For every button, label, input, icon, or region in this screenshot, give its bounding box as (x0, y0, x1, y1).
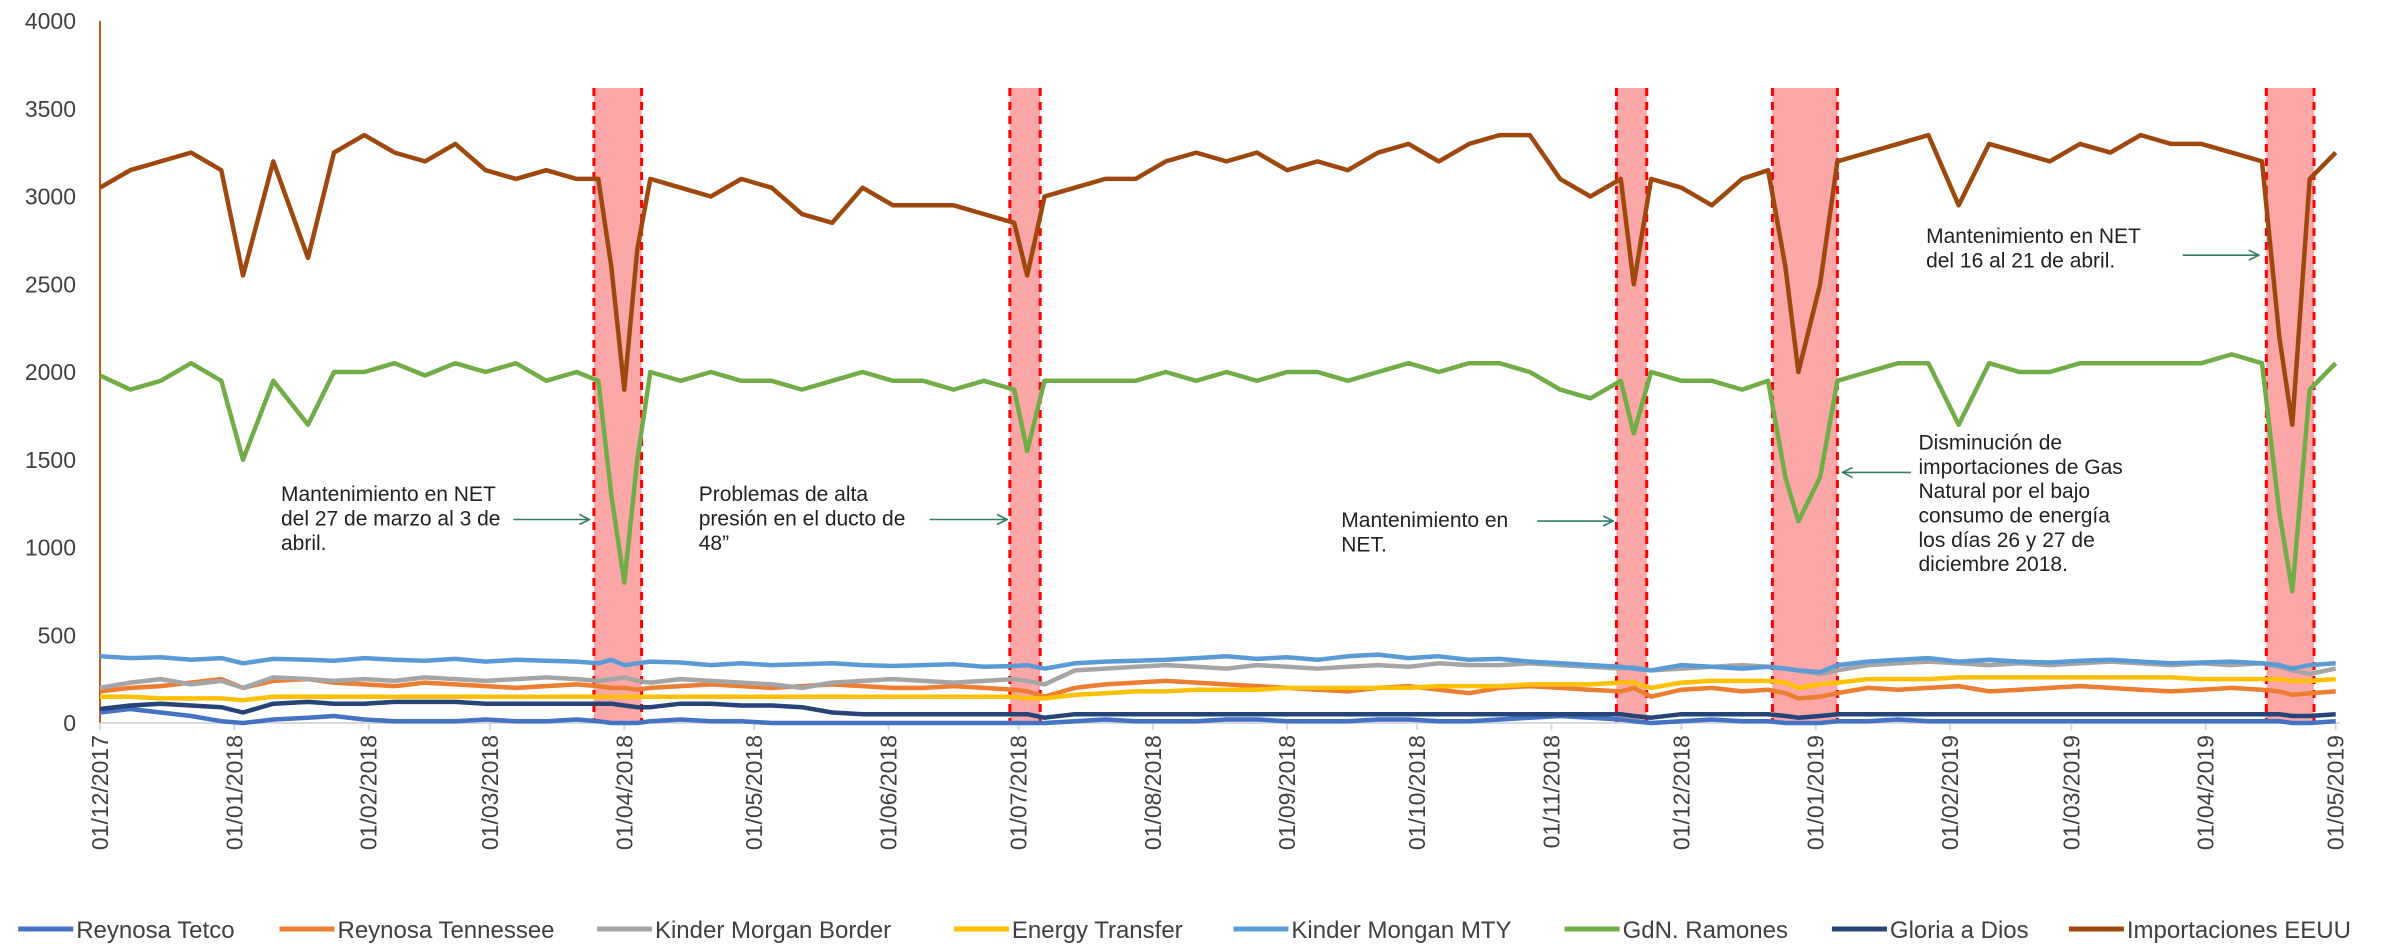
x-tick-label: 01/06/2018 (876, 735, 902, 850)
x-tick-label: 01/04/2018 (611, 735, 637, 850)
legend-label: Reynosa Tennessee (337, 917, 554, 944)
y-tick-label: 4000 (25, 8, 76, 34)
annotation-text: Mantenimiento en NET (281, 483, 496, 506)
x-tick-label: 01/03/2019 (2058, 735, 2084, 850)
x-tick-label: 01/02/2018 (356, 735, 382, 850)
series-line (99, 676, 2336, 701)
annotation-text: diciembre 2018. (1918, 553, 2067, 576)
legend-label: Kinder Mongan MTY (1291, 917, 1511, 944)
annotation-text: 48” (699, 532, 729, 555)
annotation-text: Problemas de alta (699, 483, 869, 506)
annotation-text: Mantenimiento en (1341, 509, 1508, 532)
legend-label: Energy Transfer (1012, 917, 1183, 944)
annotation-text: del 16 al 21 de abril. (1926, 249, 2115, 272)
series-line (99, 706, 2336, 726)
legend-label: GdN. Ramones (1623, 917, 1788, 944)
y-tick-label: 3000 (25, 184, 76, 210)
x-tick-label: 01/01/2018 (221, 735, 247, 850)
series-line (98, 132, 2338, 427)
y-tick-label: 500 (38, 622, 76, 648)
y-tick-label: 2000 (25, 359, 76, 385)
y-tick-label: 1000 (25, 535, 76, 561)
annotation-text: NET. (1341, 533, 1387, 556)
y-tick-label: 0 (63, 710, 76, 736)
highlight-band (1772, 88, 1838, 723)
series-line (100, 675, 2336, 703)
y-tick-label: 2500 (25, 271, 76, 297)
x-tick-label: 01/05/2019 (2323, 735, 2349, 850)
x-tick-label: 01/10/2018 (1404, 735, 1430, 850)
annotation-text: abril. (281, 532, 327, 555)
legend-label: Reynosa Tetco (76, 917, 234, 944)
annotation-text: Mantenimiento en NET (1926, 225, 2141, 248)
x-tick-label: 01/03/2018 (477, 735, 503, 850)
series-line (99, 659, 2337, 691)
legend-label: Gloria a Dios (1890, 917, 2029, 944)
highlight-band (1009, 88, 1041, 723)
x-tick-label: 01/12/2018 (1668, 735, 1694, 850)
series-line (99, 699, 2336, 720)
annotation-text: Disminución de (1918, 432, 2062, 455)
legend-label: Importaciones EEUU (2127, 917, 2351, 944)
legend-label: Kinder Morgan Border (655, 917, 891, 944)
x-tick-label: 01/01/2019 (1803, 735, 1829, 850)
annotation-text: Natural por el bajo (1918, 480, 2090, 503)
x-tick-label: 01/08/2018 (1140, 735, 1166, 850)
y-tick-label: 1500 (25, 447, 76, 473)
x-tick-label: 01/11/2018 (1538, 735, 1564, 848)
annotation-text: presión en el ducto de (699, 507, 906, 530)
series-line (99, 352, 2338, 594)
x-tick-label: 01/05/2018 (741, 735, 767, 850)
annotation-text: consumo de energía (1918, 504, 2110, 527)
series-line (99, 652, 2336, 675)
y-tick-label: 3500 (25, 96, 76, 122)
annotation-text: los días 26 y 27 de (1918, 529, 2094, 552)
x-tick-label: 01/04/2019 (2193, 735, 2219, 850)
annotation-text: del 27 de marzo al 3 de (281, 507, 500, 530)
x-tick-label: 01/07/2018 (1006, 735, 1032, 850)
annotation-text: importaciones de Gas (1918, 456, 2122, 479)
x-tick-label: 01/02/2019 (1937, 735, 1963, 850)
x-tick-label: 01/09/2018 (1274, 735, 1300, 850)
x-tick-label: 01/12/2017 (87, 735, 113, 850)
